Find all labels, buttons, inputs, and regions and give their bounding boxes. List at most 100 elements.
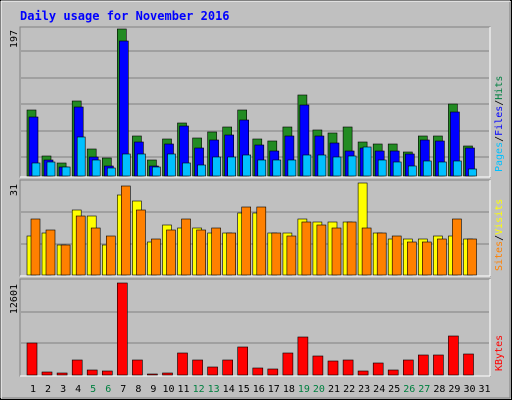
bar-kbytes-day-23 <box>357 370 369 376</box>
x-label-day-13: 13 <box>208 384 220 395</box>
bar-kbytes-day-2 <box>41 371 53 376</box>
bar-sites-day-14 <box>226 232 236 276</box>
bar-pages-day-18 <box>287 159 297 177</box>
bar-kbytes-day-20 <box>312 355 324 376</box>
bar-sites-day-15 <box>241 206 251 276</box>
bar-kbytes-day-26 <box>402 359 414 376</box>
legend-part-hits-files-pages-3: / <box>494 100 505 106</box>
bar-pages-day-23 <box>362 146 372 177</box>
bar-kbytes-day-29 <box>448 335 459 376</box>
bar-sites-day-27 <box>421 241 432 276</box>
bar-pages-day-21 <box>332 156 342 177</box>
bar-sites-day-8 <box>136 209 146 276</box>
x-label-day-7: 7 <box>120 384 126 395</box>
bar-sites-day-1 <box>30 218 41 276</box>
legend-part-hits-files-pages-4: Hits <box>494 76 505 100</box>
bar-kbytes-day-18 <box>282 352 294 376</box>
x-label-day-21: 21 <box>328 384 340 395</box>
x-label-day-23: 23 <box>358 384 370 395</box>
x-label-day-26: 26 <box>403 384 415 395</box>
bar-pages-day-29 <box>453 160 462 177</box>
bar-kbytes-day-3 <box>56 372 68 376</box>
bar-kbytes-day-15 <box>237 346 248 376</box>
bar-pages-day-5 <box>91 159 101 177</box>
bar-sites-day-3 <box>60 244 71 276</box>
bar-sites-day-22 <box>346 221 357 276</box>
bar-pages-day-6 <box>107 167 116 177</box>
ymax-label-kbytes: 12601 <box>9 284 20 314</box>
axis-legend-kbytes: KBytes <box>494 335 505 371</box>
bar-pages-day-1 <box>31 162 41 177</box>
bar-kbytes-day-16 <box>252 367 264 376</box>
bar-pages-day-2 <box>46 161 56 177</box>
x-label-day-12: 12 <box>193 384 205 395</box>
x-label-day-27: 27 <box>418 384 430 395</box>
ymax-label-visits-sites: 31 <box>9 184 20 196</box>
bar-sites-day-25 <box>391 235 402 276</box>
legend-part-kbytes-0: KBytes <box>494 335 505 371</box>
bar-kbytes-day-7 <box>117 282 128 376</box>
bar-sites-day-7 <box>121 185 131 276</box>
bar-pages-day-19 <box>302 154 312 177</box>
bar-sites-day-21 <box>331 227 342 276</box>
bar-kbytes-day-4 <box>71 359 83 376</box>
bar-sites-day-5 <box>90 227 101 276</box>
bar-sites-day-23 <box>361 227 372 276</box>
bar-pages-day-25 <box>392 161 402 177</box>
bar-kbytes-day-12 <box>192 359 203 376</box>
bar-sites-day-20 <box>316 224 327 276</box>
bar-pages-day-14 <box>227 156 236 177</box>
x-label-day-11: 11 <box>177 384 189 395</box>
bar-sites-day-28 <box>437 238 447 276</box>
bar-kbytes-day-1 <box>26 342 38 376</box>
bar-sites-day-11 <box>181 218 191 276</box>
x-label-day-1: 1 <box>30 384 36 395</box>
bar-pages-day-28 <box>438 161 447 177</box>
x-label-day-14: 14 <box>223 384 235 395</box>
bar-pages-day-20 <box>317 154 327 177</box>
x-label-day-24: 24 <box>373 384 385 395</box>
x-label-day-16: 16 <box>253 384 265 395</box>
x-label-day-20: 20 <box>313 384 325 395</box>
bar-pages-day-9 <box>152 166 161 177</box>
bar-sites-day-17 <box>271 232 282 276</box>
bar-pages-day-8 <box>137 153 146 177</box>
x-label-day-19: 19 <box>298 384 310 395</box>
x-label-day-18: 18 <box>283 384 295 395</box>
ymax-label-hits-files-pages: 197 <box>9 30 20 48</box>
bar-kbytes-day-5 <box>86 369 98 376</box>
x-label-day-9: 9 <box>150 384 156 395</box>
bar-pages-day-30 <box>468 168 477 177</box>
bar-sites-day-19 <box>301 221 312 276</box>
bar-sites-day-30 <box>467 238 477 276</box>
bar-pages-day-27 <box>422 160 432 177</box>
bar-kbytes-day-17 <box>267 368 279 376</box>
bar-pages-day-17 <box>272 159 282 177</box>
x-label-day-4: 4 <box>75 384 81 395</box>
x-label-day-25: 25 <box>388 384 400 395</box>
bar-kbytes-day-8 <box>132 359 143 376</box>
bar-sites-day-9 <box>151 238 161 276</box>
x-label-day-28: 28 <box>433 384 445 395</box>
axis-legend-visits-sites: Sites/Visits <box>494 199 505 271</box>
bar-kbytes-day-25 <box>387 369 399 376</box>
bar-pages-day-3 <box>61 166 71 177</box>
bar-sites-day-10 <box>166 229 176 276</box>
bar-pages-day-24 <box>377 159 387 177</box>
chart-title: Daily usage for November 2016 <box>20 9 230 23</box>
bar-pages-day-15 <box>242 154 251 177</box>
legend-part-visits-sites-0: Sites <box>494 241 505 271</box>
x-label-day-8: 8 <box>135 384 141 395</box>
bar-sites-day-18 <box>286 235 297 276</box>
x-label-day-3: 3 <box>60 384 66 395</box>
bar-sites-day-13 <box>211 227 221 276</box>
bar-sites-day-6 <box>106 235 116 276</box>
x-label-day-31: 31 <box>478 384 490 395</box>
x-label-day-30: 30 <box>463 384 475 395</box>
bar-sites-day-26 <box>406 241 417 276</box>
bar-pages-day-13 <box>212 156 221 177</box>
legend-part-hits-files-pages-2: Files <box>494 106 505 136</box>
legend-part-hits-files-pages-1: / <box>494 136 505 142</box>
bar-sites-day-24 <box>376 232 387 276</box>
